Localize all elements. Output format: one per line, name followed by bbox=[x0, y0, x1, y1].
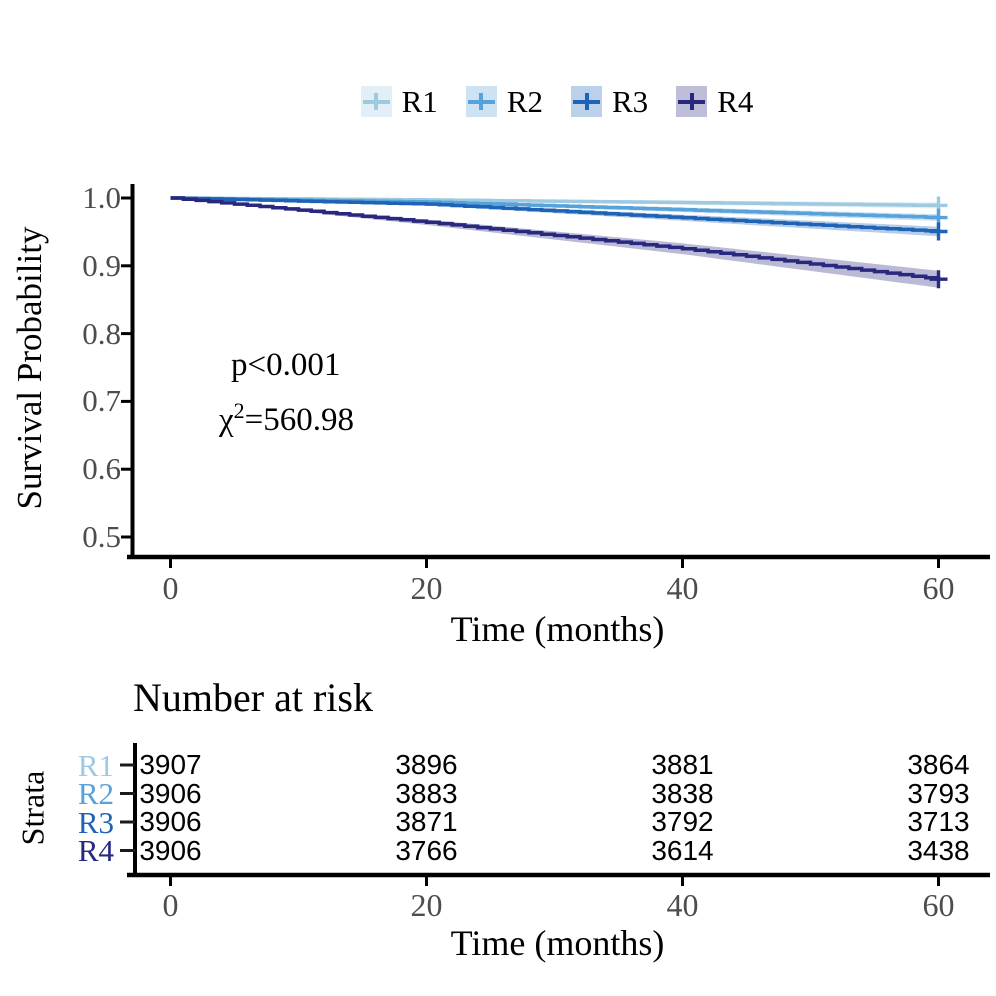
chi-value: =560.98 bbox=[244, 402, 355, 438]
risk-count: 3883 bbox=[395, 777, 458, 809]
risk-row-label-r3: R3 bbox=[77, 804, 114, 840]
risk-count: 3896 bbox=[395, 749, 458, 780]
legend-key-icon bbox=[571, 86, 602, 117]
risk-count: 3838 bbox=[651, 777, 714, 809]
risk-x-tick-label: 20 bbox=[410, 887, 443, 923]
y-tick-label: 0.5 bbox=[82, 519, 121, 554]
legend-item-r3: R3 bbox=[571, 86, 648, 117]
risk-row-label-r2: R2 bbox=[77, 776, 114, 811]
x-tick-label: 20 bbox=[410, 570, 443, 606]
legend-key-icon bbox=[360, 86, 392, 117]
risk-count: 3907 bbox=[139, 749, 202, 780]
x-tick-label: 60 bbox=[922, 570, 955, 606]
risk-x-axis-title: Time (months) bbox=[450, 923, 665, 963]
risk-table-title: Number at risk bbox=[133, 675, 373, 720]
risk-count: 3614 bbox=[651, 834, 714, 866]
legend-item-r2: R2 bbox=[465, 84, 543, 119]
legend-item-r4: R4 bbox=[676, 86, 753, 117]
y-tick-label: 0.8 bbox=[82, 315, 121, 351]
survival-curve-r4 bbox=[170, 196, 941, 280]
chi-square-annotation: χ2=560.98 bbox=[219, 398, 354, 439]
y-tick-label: 0.6 bbox=[82, 451, 121, 487]
risk-count: 3766 bbox=[395, 834, 458, 866]
y-tick-label: 1.0 bbox=[82, 180, 121, 215]
risk-count: 3906 bbox=[139, 834, 202, 866]
x-tick-label: 40 bbox=[666, 570, 699, 606]
risk-count: 3713 bbox=[907, 806, 970, 837]
legend-item-r1: R1 bbox=[360, 84, 438, 119]
risk-count: 3871 bbox=[395, 806, 458, 837]
x-axis-title: Time (months) bbox=[450, 609, 665, 649]
censor-mark-r3 bbox=[929, 222, 948, 241]
risk-count: 3881 bbox=[651, 749, 714, 780]
risk-count: 3864 bbox=[907, 749, 970, 780]
legend-label: R2 bbox=[506, 84, 543, 119]
risk-count: 3438 bbox=[907, 834, 970, 866]
risk-count: 3793 bbox=[907, 777, 970, 809]
risk-count: 3906 bbox=[139, 777, 202, 809]
x-tick-label: 0 bbox=[162, 570, 179, 606]
risk-count: 3792 bbox=[651, 806, 714, 837]
legend-label: R4 bbox=[717, 84, 754, 119]
chi-symbol: χ bbox=[219, 402, 234, 438]
risk-row-label-r1: R1 bbox=[77, 747, 114, 783]
legend-key-icon bbox=[676, 86, 708, 117]
y-tick-label: 0.7 bbox=[82, 383, 121, 419]
legend-label: R3 bbox=[612, 84, 649, 119]
censor-mark-r4 bbox=[929, 270, 948, 289]
risk-count: 3906 bbox=[139, 806, 202, 837]
risk-x-tick-label: 0 bbox=[162, 887, 179, 923]
legend-label: R1 bbox=[401, 84, 438, 119]
survival-curve-r3 bbox=[170, 196, 941, 233]
risk-x-tick-label: 40 bbox=[666, 887, 699, 923]
legend: R1 R2 R3 R4 bbox=[0, 86, 996, 117]
chi-exponent: 2 bbox=[233, 398, 245, 423]
y-tick-label: 0.9 bbox=[82, 247, 121, 283]
risk-row-label-r4: R4 bbox=[77, 833, 114, 868]
p-value-annotation: p<0.001 bbox=[231, 347, 341, 383]
legend-key-icon bbox=[465, 86, 497, 117]
risk-x-tick-label: 60 bbox=[922, 887, 955, 923]
